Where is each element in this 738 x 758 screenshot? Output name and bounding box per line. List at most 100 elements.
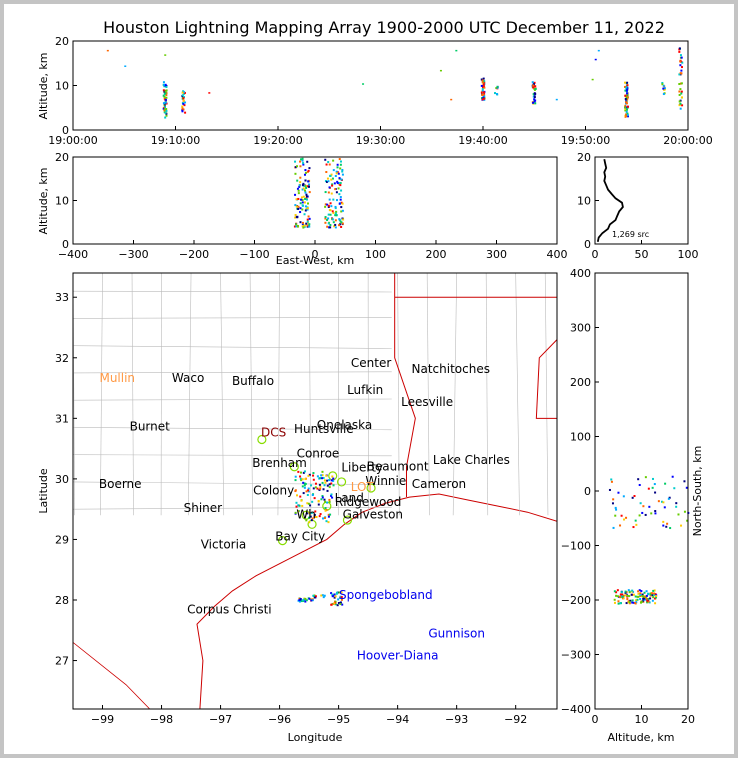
source-point: [300, 158, 303, 161]
source-point: [625, 516, 628, 519]
source-point: [622, 597, 625, 600]
county-line: [73, 345, 392, 349]
count-tick-label: 100: [678, 248, 699, 261]
figure-canvas: Houston Lightning Mapping Array 1900-200…: [37, 18, 713, 744]
source-point: [632, 526, 635, 529]
source-point: [336, 171, 339, 174]
source-point: [331, 184, 334, 187]
source-point: [323, 484, 326, 487]
source-point: [628, 595, 631, 598]
source-point: [308, 167, 311, 170]
source-point: [337, 598, 340, 601]
source-point: [306, 185, 309, 188]
source-point: [628, 591, 631, 594]
map-place-label: Buffalo: [232, 374, 274, 388]
source-point: [162, 94, 165, 97]
source-point: [334, 174, 337, 177]
source-point: [652, 589, 655, 592]
source-point: [341, 209, 344, 212]
source-point: [321, 495, 324, 498]
source-point: [331, 183, 334, 186]
source-point: [301, 188, 304, 191]
source-point: [341, 202, 344, 205]
source-point: [164, 83, 167, 86]
source-point: [325, 520, 328, 523]
source-point: [635, 599, 638, 602]
source-point: [334, 595, 337, 598]
source-point: [635, 601, 638, 604]
source-point: [638, 589, 641, 592]
source-point: [299, 211, 302, 214]
source-point: [329, 174, 332, 177]
source-point: [302, 163, 305, 166]
source-point: [625, 110, 628, 113]
map-place-label: Mullin: [99, 371, 135, 385]
source-point: [304, 482, 307, 485]
source-point: [619, 593, 622, 596]
source-point: [162, 107, 165, 110]
map-place-label: Galveston: [343, 507, 403, 521]
source-point: [332, 221, 335, 224]
map-place-label: Wh: [296, 507, 315, 521]
source-point: [647, 598, 650, 601]
source-point: [301, 225, 304, 228]
source-point: [310, 599, 313, 602]
source-point: [300, 471, 303, 474]
source-point: [482, 91, 485, 94]
source-point: [182, 96, 185, 99]
source-point: [339, 601, 342, 604]
source-point: [640, 600, 643, 603]
source-point: [333, 602, 336, 605]
source-point: [653, 592, 656, 595]
source-point: [328, 500, 331, 503]
source-point: [312, 594, 315, 597]
source-point: [481, 81, 484, 84]
source-point: [307, 502, 310, 505]
source-point: [663, 88, 666, 91]
source-point: [679, 72, 682, 75]
source-point: [325, 163, 328, 166]
source-count-annotation: 1,269 src: [612, 230, 649, 239]
source-point: [314, 510, 317, 513]
source-point: [183, 104, 186, 107]
source-point: [640, 595, 643, 598]
source-point: [295, 223, 298, 226]
source-point: [626, 105, 629, 108]
map-place-label: Natchitoches: [412, 362, 490, 376]
source-point: [300, 196, 303, 199]
source-point: [619, 602, 622, 605]
latitude-tick-label: 27: [55, 655, 69, 668]
map-body: Mullin Waco Buffalo Center Natchitoches Lufki…: [73, 273, 557, 709]
source-point: [336, 180, 339, 183]
source-point: [654, 510, 657, 513]
source-point: [679, 107, 682, 110]
map-frame: [72, 272, 558, 710]
source-point: [625, 89, 628, 92]
map-xlabel: Longitude: [288, 731, 343, 744]
source-point: [679, 64, 682, 67]
source-point: [336, 163, 339, 166]
latitude-tick-label: 28: [55, 594, 69, 607]
source-point: [165, 89, 168, 92]
source-point: [624, 591, 627, 594]
source-point: [329, 513, 332, 516]
source-point: [329, 224, 332, 227]
source-point: [341, 168, 344, 171]
source-point: [639, 598, 642, 601]
source-point: [654, 602, 657, 605]
source-point: [324, 507, 327, 510]
source-point: [666, 522, 669, 525]
source-point: [299, 176, 302, 179]
source-point: [679, 102, 682, 105]
source-point: [306, 218, 309, 221]
source-point: [626, 98, 629, 101]
source-point: [181, 109, 184, 112]
source-point: [637, 590, 640, 593]
source-point: [305, 222, 308, 225]
source-point: [645, 590, 648, 593]
map-place-label: Onelaska: [317, 418, 372, 432]
altitude-tick-label: 0: [62, 124, 69, 137]
source-point: [303, 486, 306, 489]
source-point: [336, 199, 339, 202]
source-point: [326, 219, 329, 222]
